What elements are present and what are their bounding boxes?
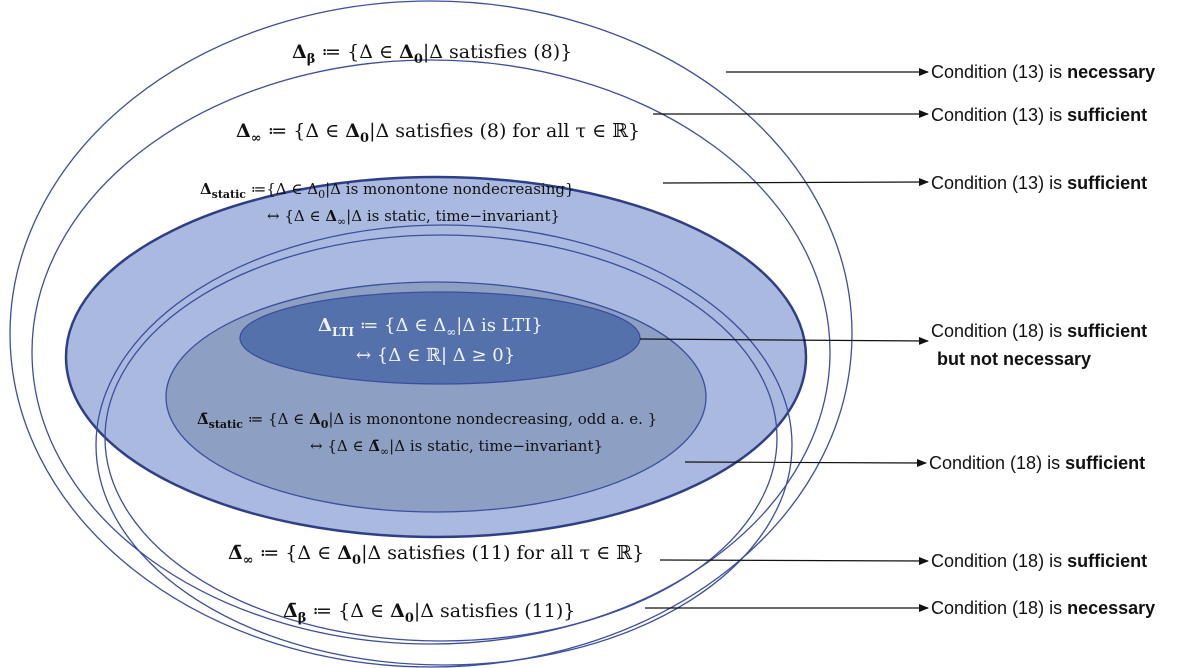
set-infinity-label: Δ∞ ≔ {Δ ∈ Δ0|Δ satisfies (8) for all τ ∈… (236, 120, 640, 146)
set-lti-ellipse (239, 291, 641, 385)
set-beta-ellipse (9, 0, 853, 668)
condition-label-7: Condition (18) is necessary (931, 598, 1155, 618)
set-odd-static-label-line2: ↔ {Δ ∈ Δ̄∞|Δ is static, time−invariant} (310, 437, 603, 458)
set-odd-infinity-ellipse (104, 234, 778, 642)
condition-label-4-line2: but not necessary (937, 349, 1091, 369)
set-infinity-ellipse (31, 59, 831, 645)
set-beta-label: Δβ ≔ {Δ ∈ Δ0|Δ satisfies (8)} (292, 41, 572, 67)
arrow-odd-static (684, 458, 927, 467)
condition-label-5: Condition (18) is sufficient (929, 453, 1145, 473)
set-lti-label-line1: ΔLTI ≔ {Δ ∈ Δ∞|Δ is LTI} (318, 315, 543, 339)
arrow-lti (639, 336, 929, 345)
condition-label-2: Condition (13) is sufficient (931, 105, 1147, 125)
condition-label-1: Condition (13) is necessary (931, 62, 1155, 82)
set-odd-infinity-label: Δ̄∞ ≔ {Δ ∈ Δ0|Δ satisfies (11) for all τ… (228, 542, 644, 568)
set-odd-static-label-line1: Δ̄static ≔ {Δ ∈ Δ0|Δ is monontone nondec… (197, 410, 657, 431)
set-odd-beta-label: Δ̄β ≔ {Δ ∈ Δ0|Δ satisfies (11)} (283, 600, 575, 626)
set-lti-label-line2: ↔ {Δ ∈ ℝ| Δ ≥ 0} (356, 345, 515, 366)
condition-label-4: Condition (18) is sufficient (931, 321, 1147, 341)
set-static-label-line1: Δstatic ≔{Δ ∈ Δ0|Δ is monontone nondecre… (200, 180, 575, 201)
arrow-odd-infinity (659, 556, 929, 565)
set-static-label-line2: ↔ {Δ ∈ Δ∞|Δ is static, time−invariant} (267, 207, 560, 228)
set-odd-beta-ellipse (95, 224, 793, 666)
arrow-static (662, 178, 929, 187)
condition-label-6: Condition (18) is sufficient (931, 551, 1147, 571)
condition-label-3: Condition (13) is sufficient (931, 173, 1147, 193)
